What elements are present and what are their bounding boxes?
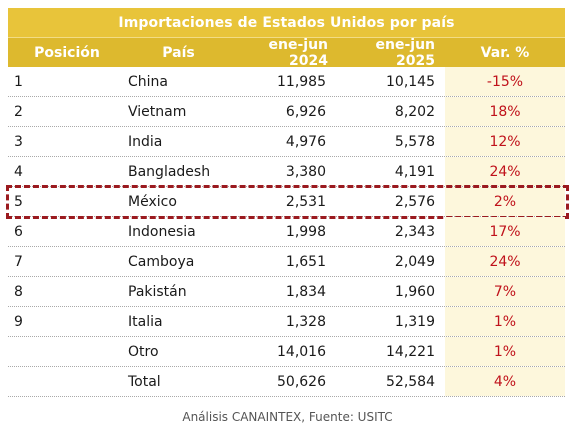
table-header-row: Posición País ene-jun 2024 ene-jun 2025 … (8, 36, 565, 69)
cell-country: Indonesia (128, 223, 196, 240)
cell-2024: 1,651 (285, 253, 326, 270)
imports-table: Importaciones de Estados Unidos por país… (6, 8, 569, 397)
cell-position: 1 (14, 73, 23, 90)
cell-2025: 2,049 (394, 253, 435, 270)
cell-country: Italia (128, 313, 163, 330)
cell-variation: 12% (445, 127, 565, 156)
cell-2024: 11,985 (277, 73, 326, 90)
cell-position: 5 (14, 193, 23, 210)
cell-2025: 2,576 (394, 193, 435, 210)
cell-2024: 6,926 (285, 103, 326, 120)
cell-2024: 1,998 (285, 223, 326, 240)
cell-country: México (128, 193, 177, 210)
table-row: 5 México 2,531 2,576 2% (6, 185, 569, 219)
table-row: Otro 14,016 14,221 1% (8, 337, 565, 367)
cell-2025: 1,960 (394, 283, 435, 300)
cell-position: 9 (14, 313, 23, 330)
cell-2025: 14,221 (386, 343, 435, 360)
cell-variation: 1% (445, 337, 565, 366)
cell-position: 4 (14, 163, 23, 180)
cell-variation: 17% (445, 217, 565, 246)
header-variation: Var. % (480, 44, 530, 61)
cell-country: Bangladesh (128, 163, 211, 180)
cell-country: India (128, 133, 163, 150)
cell-2024: 14,016 (277, 343, 326, 360)
header-position: Posición (34, 44, 100, 61)
cell-2024: 3,380 (285, 163, 326, 180)
cell-2025: 8,202 (394, 103, 435, 120)
cell-2025: 1,319 (394, 313, 435, 330)
cell-2025: 10,145 (386, 73, 435, 90)
table-title: Importaciones de Estados Unidos por país (8, 8, 565, 37)
cell-2024: 2,531 (285, 193, 326, 210)
cell-variation: 24% (445, 247, 565, 276)
table-row: 8 Pakistán 1,834 1,960 7% (8, 277, 565, 307)
header-2024: ene-jun 2024 (268, 36, 329, 69)
cell-variation: 7% (445, 277, 565, 306)
cell-2024: 1,328 (285, 313, 326, 330)
cell-variation: 24% (445, 157, 565, 186)
table-row: 1 China 11,985 10,145 -15% (8, 67, 565, 97)
table-row: 4 Bangladesh 3,380 4,191 24% (8, 157, 565, 187)
cell-2025: 2,343 (394, 223, 435, 240)
cell-country: Total (128, 373, 161, 390)
cell-2025: 5,578 (394, 133, 435, 150)
cell-position: 8 (14, 283, 23, 300)
cell-2025: 4,191 (394, 163, 435, 180)
cell-position: 3 (14, 133, 23, 150)
cell-2024: 4,976 (285, 133, 326, 150)
cell-position: 7 (14, 253, 23, 270)
header-country: País (162, 44, 195, 61)
cell-variation: 1% (445, 307, 565, 336)
cell-variation: 18% (445, 97, 565, 126)
source-note: Análisis CANAINTEX, Fuente: USITC (182, 410, 393, 424)
cell-country: Vietnam (128, 103, 187, 120)
cell-variation: -15% (445, 67, 565, 96)
table-row: 2 Vietnam 6,926 8,202 18% (8, 97, 565, 127)
cell-country: China (128, 73, 168, 90)
cell-variation: 4% (445, 367, 565, 396)
table-row: 9 Italia 1,328 1,319 1% (8, 307, 565, 337)
cell-country: Camboya (128, 253, 195, 270)
cell-2024: 50,626 (277, 373, 326, 390)
table-row: Total 50,626 52,584 4% (8, 367, 565, 397)
cell-country: Otro (128, 343, 159, 360)
cell-country: Pakistán (128, 283, 187, 300)
header-2025: ene-jun 2025 (375, 36, 436, 69)
cell-2024: 1,834 (285, 283, 326, 300)
table-body: 1 China 11,985 10,145 -15% 2 Vietnam 6,926 8,202… (6, 67, 569, 397)
cell-position: 6 (14, 223, 23, 240)
cell-position: 2 (14, 103, 23, 120)
table-row: 7 Camboya 1,651 2,049 24% (8, 247, 565, 277)
cell-2025: 52,584 (386, 373, 435, 390)
cell-variation: 2% (445, 187, 565, 216)
table-row: 6 Indonesia 1,998 2,343 17% (8, 217, 565, 247)
table-row: 3 India 4,976 5,578 12% (8, 127, 565, 157)
